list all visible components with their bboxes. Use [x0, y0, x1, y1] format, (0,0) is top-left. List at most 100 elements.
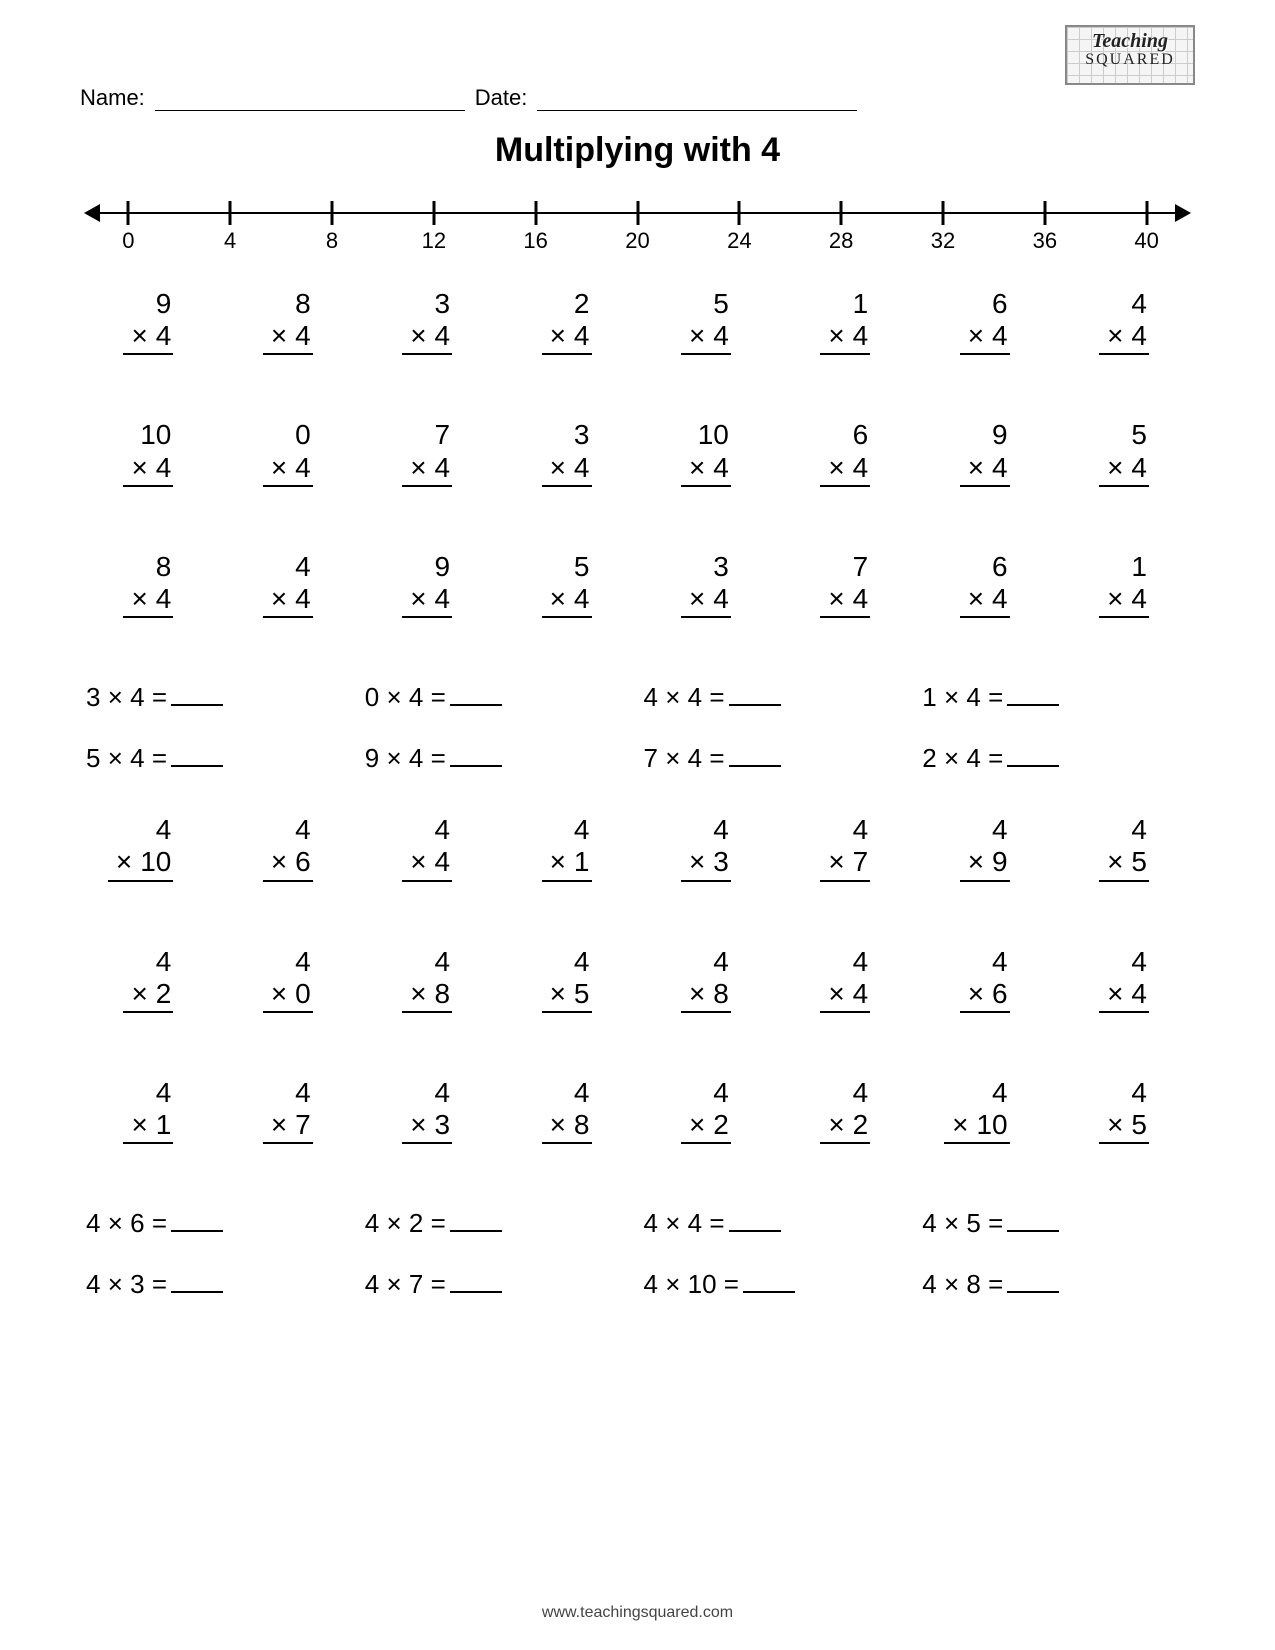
answer-blank[interactable] — [532, 618, 592, 648]
operand-a: 4 — [922, 1269, 936, 1299]
vertical-problem: 4×3 — [359, 1077, 498, 1174]
vertical-problem: 4×4 — [359, 814, 498, 911]
date-blank[interactable] — [537, 89, 857, 111]
answer-blank[interactable] — [532, 882, 592, 912]
horizontal-problem: 7 × 4 = — [638, 743, 917, 774]
vertical-problem: 5×4 — [1056, 419, 1195, 516]
answer-blank[interactable] — [743, 1273, 795, 1293]
multiplier-row: ×5 — [1099, 1109, 1149, 1144]
answer-blank[interactable] — [113, 1013, 173, 1043]
answer-blank[interactable] — [1007, 747, 1059, 767]
answer-blank[interactable] — [113, 355, 173, 385]
answer-blank[interactable] — [392, 487, 452, 517]
answer-blank[interactable] — [171, 1212, 223, 1232]
multiplier-row: ×4 — [1099, 452, 1149, 487]
answer-blank[interactable] — [950, 618, 1010, 648]
answer-blank[interactable] — [1007, 1273, 1059, 1293]
answer-blank[interactable] — [671, 487, 731, 517]
multiplier-row: ×2 — [681, 1109, 731, 1144]
answer-blank[interactable] — [729, 747, 781, 767]
answer-blank[interactable] — [671, 1144, 731, 1174]
answer-blank[interactable] — [950, 1144, 1010, 1174]
answer-blank[interactable] — [810, 1013, 870, 1043]
answer-blank[interactable] — [253, 1013, 313, 1043]
times-icon: × — [968, 978, 984, 1009]
answer-blank[interactable] — [810, 882, 870, 912]
times-icon: × — [828, 320, 844, 351]
times-icon: × — [952, 1109, 968, 1140]
multiplicand: 4 — [992, 946, 1010, 978]
times-icon: × — [1107, 320, 1123, 351]
answer-blank[interactable] — [450, 686, 502, 706]
answer-blank[interactable] — [810, 618, 870, 648]
answer-blank[interactable] — [1089, 618, 1149, 648]
times-icon: × — [550, 320, 566, 351]
answer-blank[interactable] — [671, 355, 731, 385]
answer-blank[interactable] — [532, 487, 592, 517]
times-icon: × — [689, 452, 705, 483]
name-blank[interactable] — [155, 89, 465, 111]
multiplier: 4 — [574, 583, 590, 614]
multiplicand: 4 — [1131, 946, 1149, 978]
answer-blank[interactable] — [950, 487, 1010, 517]
answer-blank[interactable] — [950, 1013, 1010, 1043]
answer-blank[interactable] — [392, 618, 452, 648]
answer-blank[interactable] — [532, 1013, 592, 1043]
equals-icon: = — [709, 1208, 724, 1238]
answer-blank[interactable] — [1007, 686, 1059, 706]
answer-blank[interactable] — [532, 355, 592, 385]
answer-blank[interactable] — [950, 355, 1010, 385]
answer-blank[interactable] — [1089, 1144, 1149, 1174]
vertical-problem: 4×0 — [219, 946, 358, 1043]
equals-icon: = — [152, 1269, 167, 1299]
multiplier: 4 — [853, 452, 869, 483]
answer-blank[interactable] — [729, 686, 781, 706]
answer-blank[interactable] — [450, 1212, 502, 1232]
answer-blank[interactable] — [113, 618, 173, 648]
answer-blank[interactable] — [1089, 355, 1149, 385]
answer-blank[interactable] — [253, 1144, 313, 1174]
operand-b: 4 — [688, 682, 702, 712]
answer-blank[interactable] — [171, 1273, 223, 1293]
answer-blank[interactable] — [392, 1013, 452, 1043]
answer-blank[interactable] — [113, 882, 173, 912]
answer-blank[interactable] — [810, 487, 870, 517]
answer-blank[interactable] — [810, 355, 870, 385]
multiplier-row: ×4 — [681, 320, 731, 355]
answer-blank[interactable] — [113, 1144, 173, 1174]
answer-blank[interactable] — [392, 882, 452, 912]
answer-blank[interactable] — [810, 1144, 870, 1174]
vertical-problems-block-1: 9×48×43×42×45×41×46×44×410×40×47×43×410×… — [80, 288, 1195, 648]
answer-blank[interactable] — [671, 882, 731, 912]
answer-blank[interactable] — [253, 618, 313, 648]
answer-blank[interactable] — [253, 355, 313, 385]
operand-b: 4 — [409, 682, 423, 712]
answer-blank[interactable] — [950, 882, 1010, 912]
multiplier: 4 — [1131, 583, 1147, 614]
times-icon: × — [828, 978, 844, 1009]
answer-blank[interactable] — [171, 686, 223, 706]
vertical-problem: 4×6 — [219, 814, 358, 911]
answer-blank[interactable] — [1007, 1212, 1059, 1232]
answer-blank[interactable] — [392, 355, 452, 385]
times-icon: × — [689, 846, 705, 877]
answer-blank[interactable] — [1089, 487, 1149, 517]
answer-blank[interactable] — [1089, 882, 1149, 912]
answer-blank[interactable] — [171, 747, 223, 767]
answer-blank[interactable] — [1089, 1013, 1149, 1043]
multiplier-row: ×5 — [1099, 846, 1149, 881]
answer-blank[interactable] — [671, 1013, 731, 1043]
times-icon: × — [410, 1109, 426, 1140]
answer-blank[interactable] — [253, 487, 313, 517]
answer-blank[interactable] — [671, 618, 731, 648]
answer-blank[interactable] — [392, 1144, 452, 1174]
answer-blank[interactable] — [450, 747, 502, 767]
answer-blank[interactable] — [532, 1144, 592, 1174]
number-line-label: 12 — [422, 228, 446, 254]
answer-blank[interactable] — [450, 1273, 502, 1293]
answer-blank[interactable] — [729, 1212, 781, 1232]
answer-blank[interactable] — [253, 882, 313, 912]
times-icon: × — [550, 846, 566, 877]
vertical-problem: 8×4 — [80, 551, 219, 648]
answer-blank[interactable] — [113, 487, 173, 517]
